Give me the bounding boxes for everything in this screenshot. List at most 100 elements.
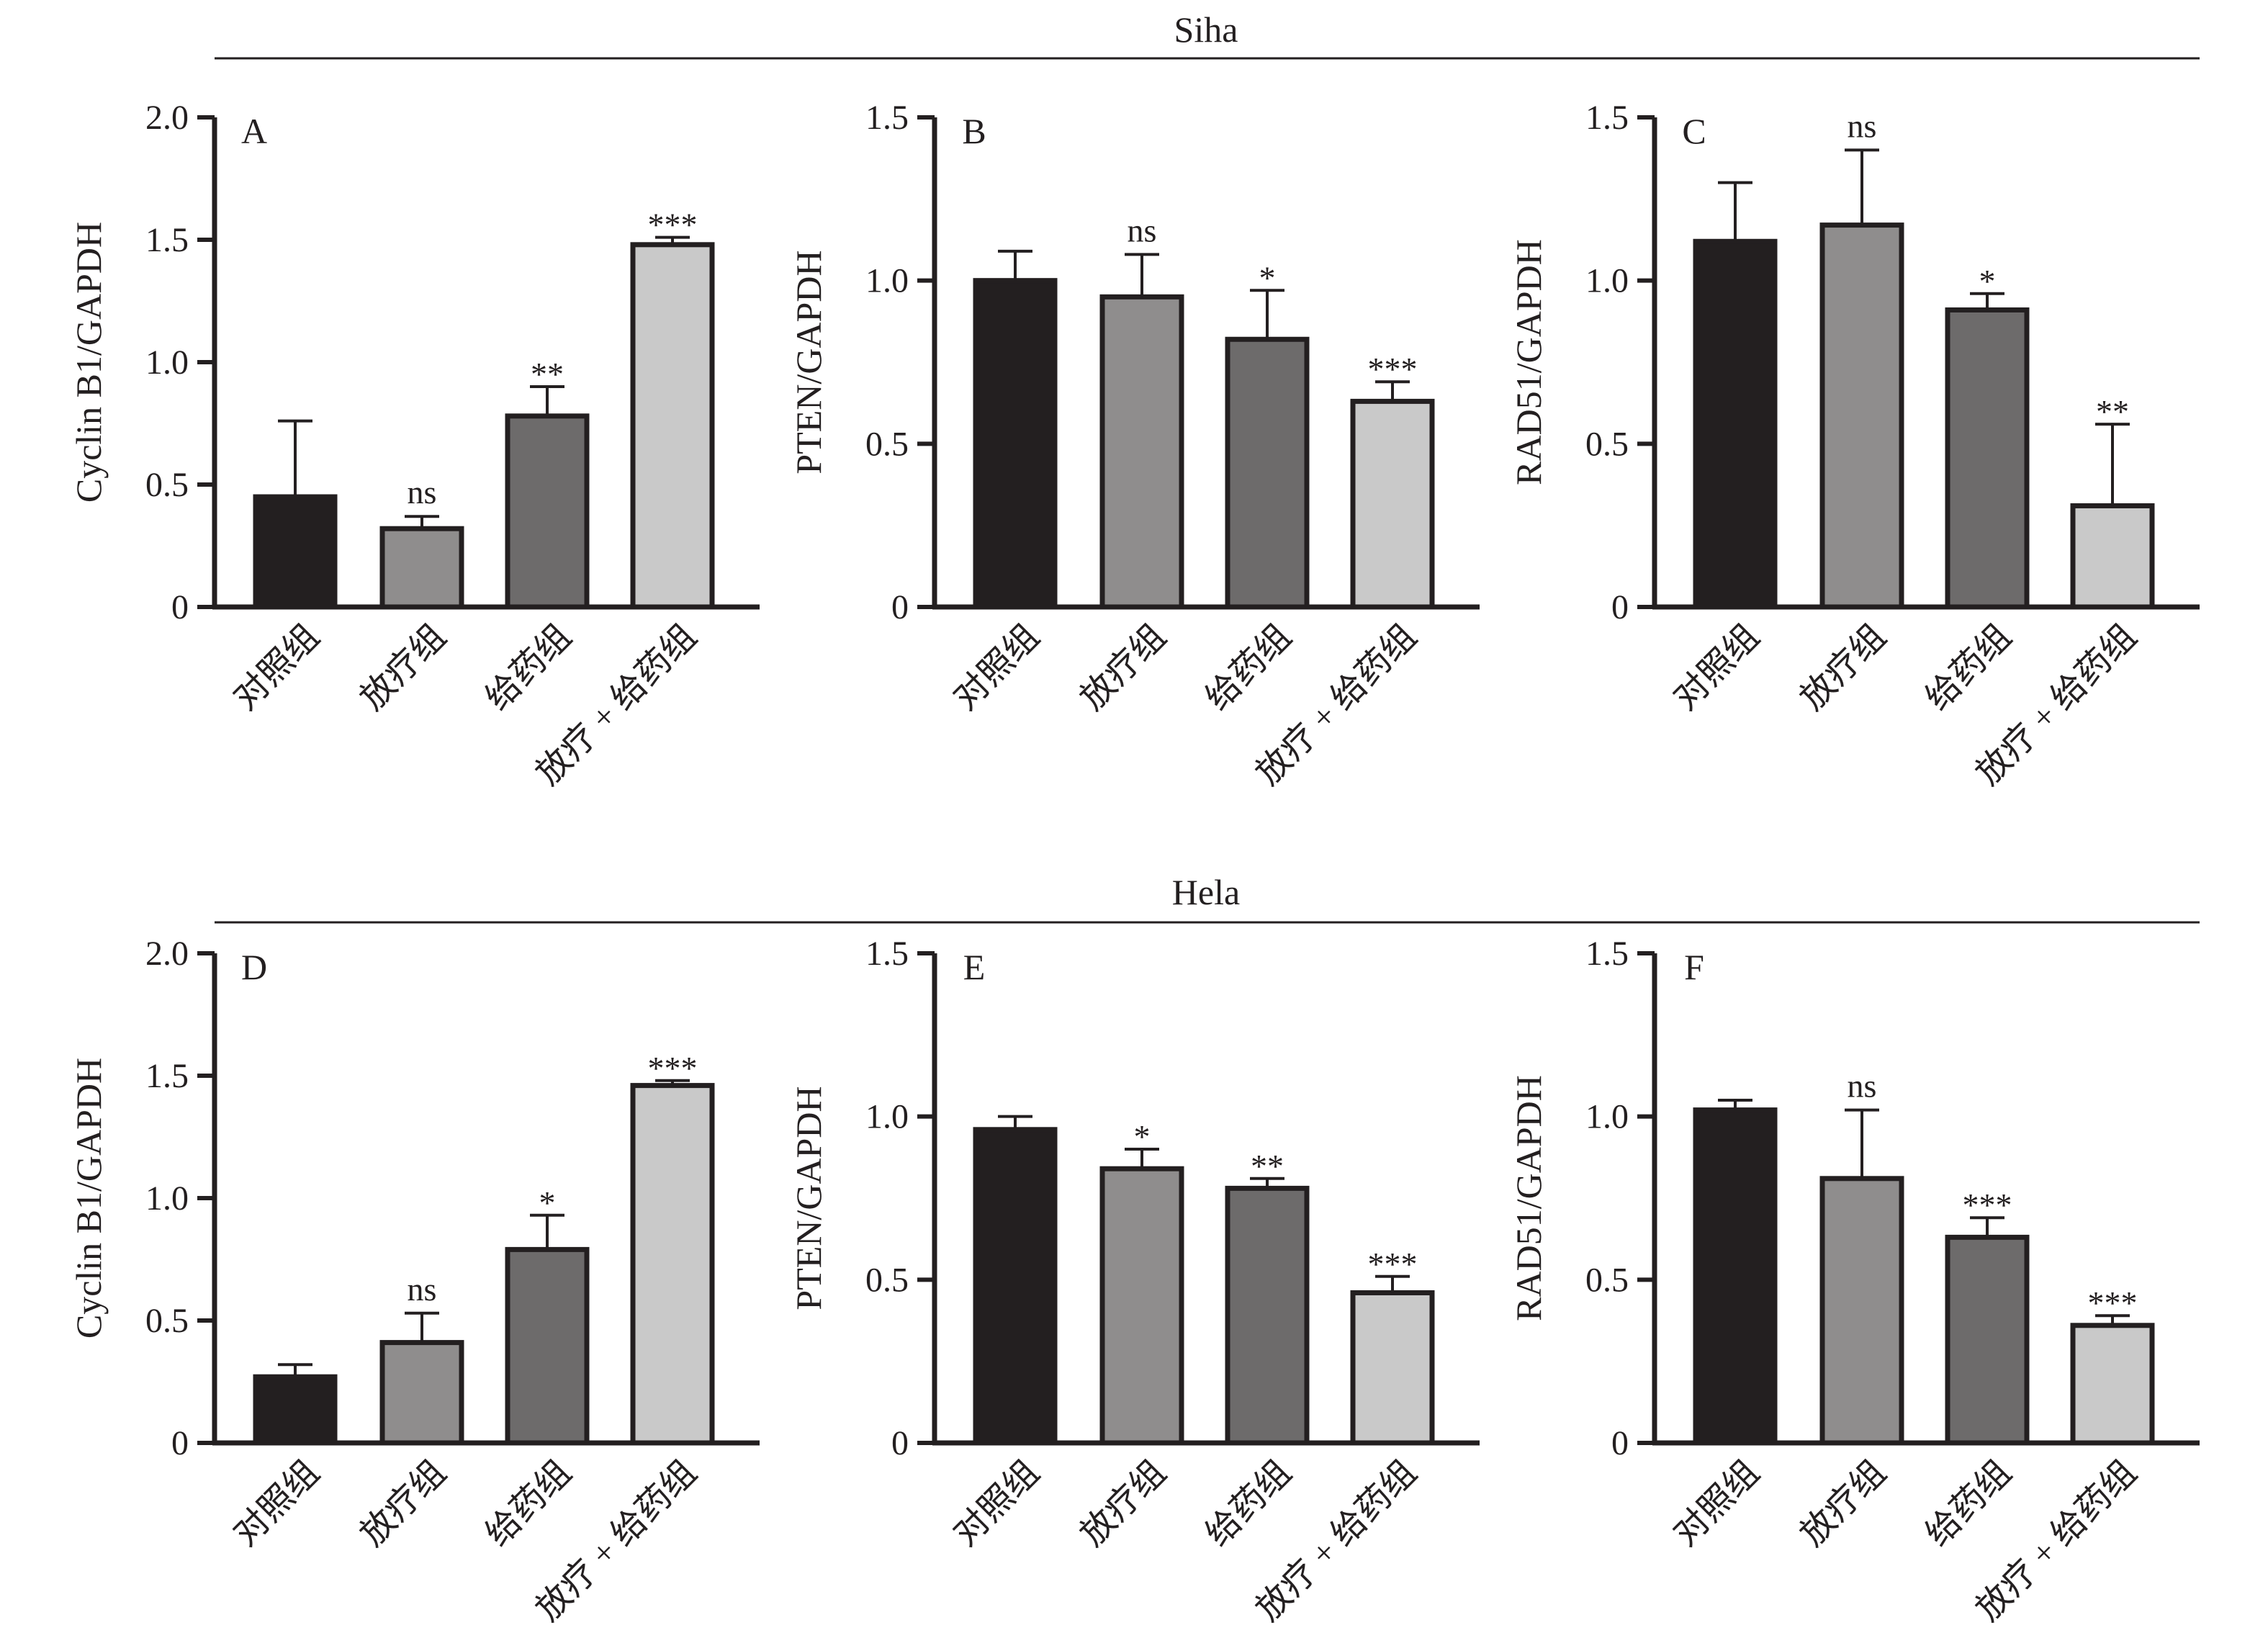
y-tick-label: 1.0 — [865, 1098, 909, 1136]
y-tick-label: 0 — [1611, 588, 1629, 626]
y-tick-label: 0.5 — [865, 425, 909, 463]
significance-label: ns — [1848, 1068, 1877, 1105]
bar — [505, 413, 590, 610]
chart-panel-f: 00.51.01.5RAD51/GAPDHF对照组ns放疗组***给药组***放… — [1508, 935, 2200, 1629]
chart-panel-a: 0 0.5 1.0 1.5 2.0 Cyclin B1/GAPDH A 对照组 ns 放疗组 ** 给… — [68, 99, 760, 793]
category-label: 放疗组 — [353, 1453, 453, 1553]
category-label: 对照组 — [1666, 617, 1766, 717]
category-label: 放疗组 — [353, 617, 453, 717]
y-tick-label: 0.5 — [1585, 1261, 1629, 1299]
y-tick-label: 1.0 — [865, 262, 909, 300]
category-label: 给药组 — [478, 617, 578, 717]
bar — [1350, 1290, 1435, 1446]
y-tick-label: 0.5 — [1585, 425, 1629, 463]
bar — [1099, 1166, 1184, 1446]
bar — [1099, 294, 1184, 610]
category-label: 给药组 — [1918, 1453, 2018, 1553]
row-hela-header: Hela — [215, 872, 2200, 924]
bar — [1225, 1185, 1310, 1446]
bar — [1819, 1176, 1904, 1446]
y-tick-label: 0 — [1611, 1424, 1629, 1462]
bar — [1693, 1107, 1778, 1446]
category-label: 给药组 — [1918, 617, 2018, 717]
significance-label: ns — [408, 1271, 437, 1308]
y-tick-label: 1.5 — [865, 99, 909, 137]
category-label: 给药组 — [478, 1453, 578, 1553]
significance-label: ** — [2096, 393, 2129, 430]
category-label: 放疗组 — [1793, 1453, 1893, 1553]
y-tick-label: 1.0 — [1585, 262, 1629, 300]
y-tick-label: 2.0 — [145, 935, 189, 973]
row-title-hela: Hela — [1172, 872, 1240, 912]
category-label: 对照组 — [946, 617, 1046, 717]
y-tick-label: 1.0 — [145, 343, 189, 382]
y-tick-label: 0.5 — [865, 1261, 909, 1299]
y-tick-label: 1.5 — [1585, 935, 1629, 973]
category-label: 放疗组 — [1793, 617, 1893, 717]
significance-label: * — [1134, 1118, 1151, 1155]
significance-label: *** — [648, 1050, 698, 1087]
category-label: 给药组 — [1198, 1453, 1298, 1553]
y-tick-label: 0 — [891, 588, 909, 626]
panel-letter: D — [241, 947, 267, 987]
category-label: 对照组 — [1666, 1453, 1766, 1553]
significance-label: * — [1259, 259, 1276, 296]
category-label: 对照组 — [946, 1453, 1046, 1553]
y-axis-title: RAD51/GAPDH — [1508, 239, 1549, 485]
y-tick-label: 1.5 — [865, 935, 909, 973]
y-axis-title: PTEN/GAPDH — [788, 1086, 829, 1310]
significance-label: *** — [1368, 1246, 1418, 1282]
bar — [630, 242, 715, 610]
significance-label: *** — [2088, 1285, 2138, 1321]
bar — [1945, 1234, 2030, 1446]
category-label: 放疗组 — [1073, 1453, 1173, 1553]
category-label: 对照组 — [226, 1453, 326, 1553]
y-tick-label: 1.5 — [145, 1057, 189, 1095]
y-tick-label: 2.0 — [145, 99, 189, 137]
panel-letter: B — [962, 111, 986, 151]
y-axis-title: RAD51/GAPDH — [1508, 1075, 1549, 1321]
category-label: 给药组 — [1198, 617, 1298, 717]
bar — [1819, 222, 1904, 610]
y-axis-title: Cyclin B1/GAPDH — [68, 1058, 109, 1339]
bar — [253, 1374, 338, 1446]
significance-label: * — [539, 1184, 556, 1221]
chart-panel-d: 0 0.5 1.0 1.5 2.0 Cyclin B1/GAPDH D 对照组 ns 放疗组 * 给药… — [68, 935, 760, 1629]
y-tick-label: 1.0 — [145, 1179, 189, 1218]
bar — [2070, 503, 2155, 610]
bar — [973, 1127, 1058, 1446]
significance-label: ns — [1128, 212, 1157, 248]
bar — [1350, 398, 1435, 610]
bar — [1225, 336, 1310, 610]
row-title-siha: Siha — [1174, 9, 1238, 50]
significance-label: *** — [1963, 1187, 2012, 1223]
y-tick-label: 0.5 — [145, 466, 189, 504]
bar — [2070, 1323, 2155, 1446]
bar — [379, 1340, 464, 1446]
significance-label: ** — [1251, 1148, 1284, 1184]
bar — [973, 278, 1058, 610]
y-tick-label: 0.5 — [145, 1302, 189, 1340]
significance-label: *** — [648, 207, 698, 243]
bar — [505, 1246, 590, 1446]
significance-label: *** — [1368, 351, 1418, 387]
category-label: 对照组 — [226, 617, 326, 717]
category-label: 放疗组 — [1073, 617, 1173, 717]
y-tick-label: 1.5 — [145, 221, 189, 259]
bar — [379, 526, 464, 610]
bar — [1945, 307, 2030, 610]
row-siha-header: Siha — [215, 9, 2200, 60]
panel-letter: A — [241, 111, 267, 151]
bar — [253, 494, 338, 610]
y-tick-label: 0 — [171, 1424, 189, 1462]
y-tick-label: 1.0 — [1585, 1098, 1629, 1136]
significance-label: * — [1979, 263, 1996, 300]
bar — [630, 1083, 715, 1446]
y-tick-label: 1.5 — [1585, 99, 1629, 137]
y-axis-title: Cyclin B1/GAPDH — [68, 222, 109, 503]
significance-label: ns — [1848, 107, 1877, 144]
